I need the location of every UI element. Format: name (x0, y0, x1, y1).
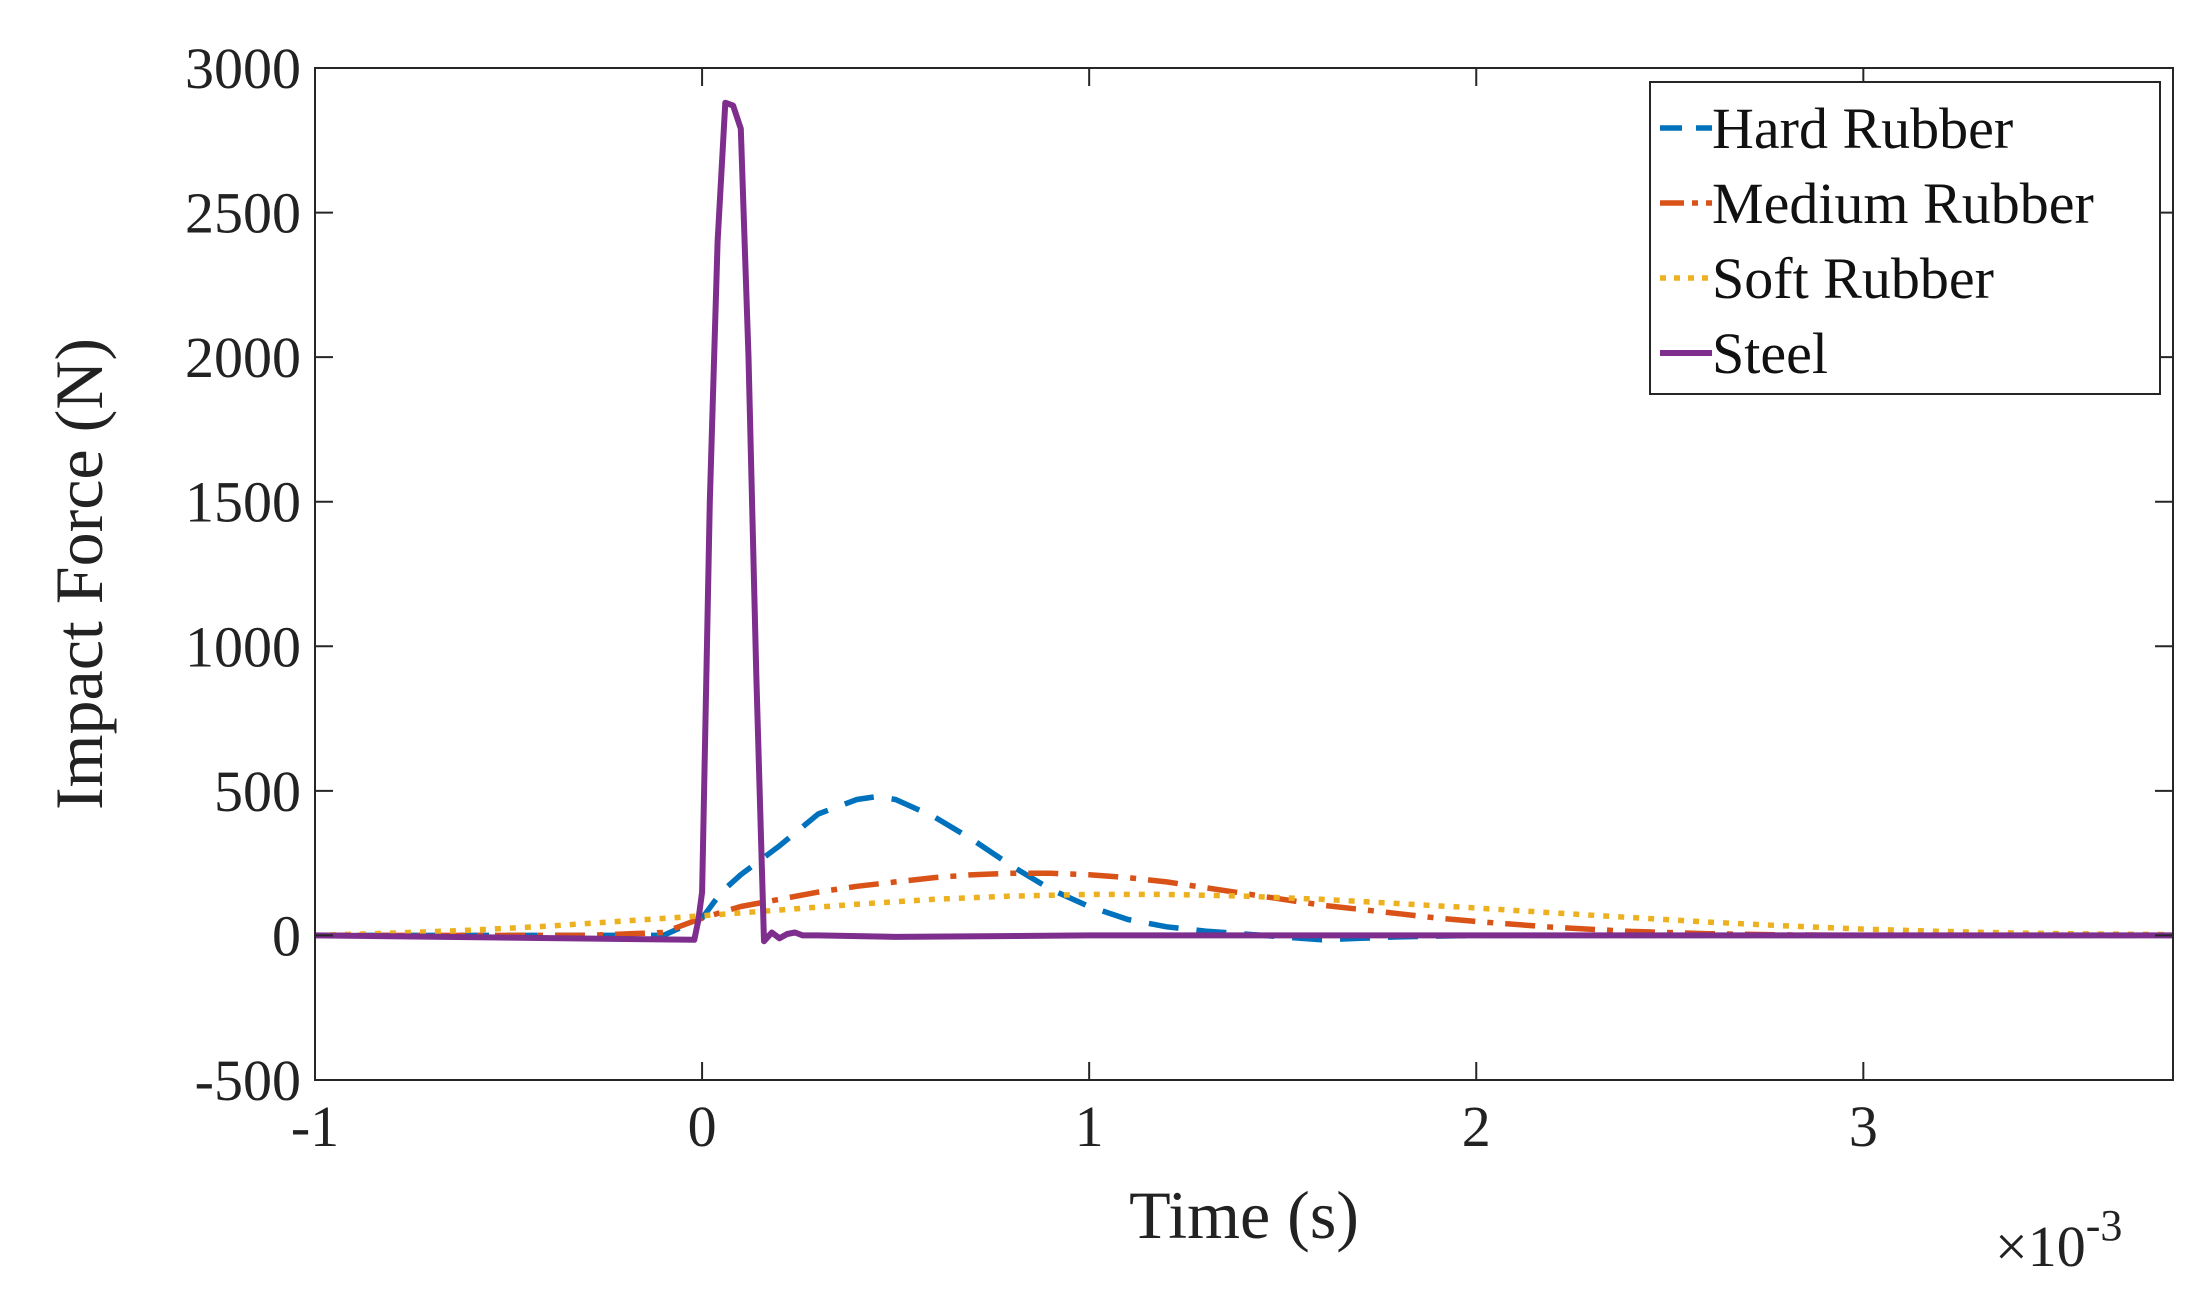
y-tick-label: -500 (195, 1048, 301, 1113)
x-tick-label: 0 (688, 1094, 717, 1159)
series-line-soft-rubber (315, 891, 2173, 939)
y-tick-label: 1500 (185, 470, 301, 535)
legend-label-hard-rubber: Hard Rubber (1712, 96, 2013, 161)
y-axis-label: Impact Force (N) (41, 338, 117, 810)
legend-label-medium-rubber: Medium Rubber (1712, 171, 2094, 236)
x-axis-exponent-base: ×10 (1995, 1214, 2086, 1279)
y-tick-label: 2000 (185, 325, 301, 390)
legend: Hard Rubber Medium Rubber Soft Rubber Steel (1649, 81, 2161, 395)
y-tick-label: 3000 (185, 36, 301, 101)
legend-label-soft-rubber: Soft Rubber (1712, 246, 1994, 311)
x-axis-exponent-power: -3 (2086, 1201, 2123, 1250)
axes-layer: -1 0 1 2 3 -500 0 500 1000 1500 2000 2500 3000 (185, 36, 2174, 1159)
x-tick-label: 3 (1849, 1094, 1878, 1159)
plot-layer (315, 99, 2173, 945)
series-line-steel (315, 99, 2173, 945)
x-tick-label: -1 (291, 1094, 339, 1159)
y-tick-label: 500 (214, 759, 301, 824)
legend-label-steel: Steel (1712, 321, 1828, 386)
x-tick-label: 2 (1462, 1094, 1491, 1159)
y-tick-label: 1000 (185, 614, 301, 679)
series-line-medium-rubber (315, 870, 2173, 939)
y-tick-label: 0 (272, 903, 301, 968)
x-axis-label: Time (s) (1129, 1177, 1359, 1253)
x-tick-label: 1 (1075, 1094, 1104, 1159)
legend-box (1649, 81, 2161, 395)
y-tick-label: 2500 (185, 181, 301, 246)
plot-area-frame (314, 67, 2174, 1081)
x-axis-exponent: ×10-3 (1995, 1201, 2122, 1279)
